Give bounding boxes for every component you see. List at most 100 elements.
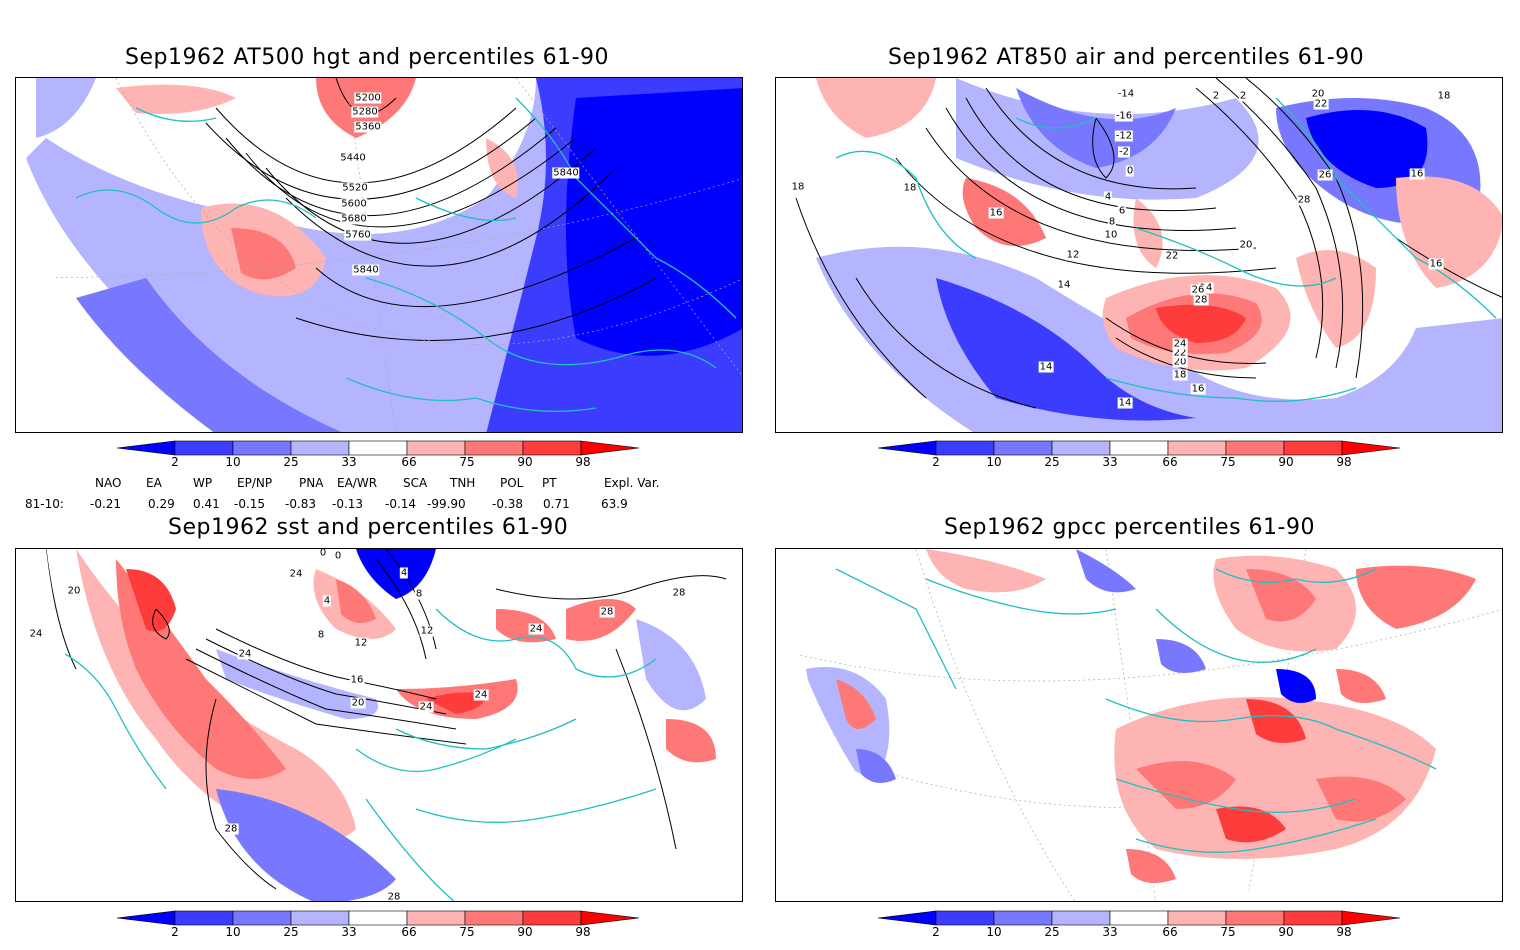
map-panel-sst: 0 0 4 8 12 16 20 24 24 24 24 28 28 12 20…: [15, 548, 743, 902]
contour-label: 5680: [340, 213, 368, 225]
colorbar-swatch: [348, 910, 408, 926]
contour-label: 20: [66, 585, 82, 597]
colorbar-tick-label: 75: [1220, 925, 1236, 939]
colorbar-swatch: [1341, 910, 1401, 926]
colorbar-swatch: [877, 910, 937, 926]
contour-label: 5600: [340, 198, 368, 210]
index-value: -99.90: [427, 497, 466, 511]
index-header: NAO: [95, 476, 122, 490]
colorbar-tick-label: 98: [1336, 925, 1352, 939]
colorbar-tick-label: 66: [1162, 455, 1178, 469]
colorbar-swatch: [1109, 440, 1169, 456]
colorbar-tick-label: 10: [225, 925, 241, 939]
map-air-graphic: [776, 78, 1502, 432]
contour-label: 4: [399, 567, 409, 579]
colorbar-swatch: [232, 910, 292, 926]
contour-label: 14: [1038, 361, 1054, 373]
contour-label: 26: [1190, 284, 1206, 296]
contour-label: 5840: [552, 167, 580, 179]
contour-label: 18: [1436, 90, 1452, 102]
index-header: Expl. Var.: [604, 476, 660, 490]
contour-label: 4: [322, 595, 332, 607]
colorbar-tick-label: 66: [401, 925, 417, 939]
index-value: -0.21: [90, 497, 122, 511]
contour-label: 12: [353, 637, 369, 649]
contour-label: 22: [1172, 347, 1188, 359]
colorbar-tick-label: 33: [341, 925, 357, 939]
contour-label: 28: [386, 891, 402, 902]
colorbar-swatch: [1283, 440, 1343, 456]
colorbar-tick-label: 25: [1044, 455, 1060, 469]
map-panel-air: -14 -16 -12 -2 0 2 4 6 8 10 12 14 16 18 …: [775, 77, 1503, 433]
colorbar-tick-label: 25: [283, 925, 299, 939]
colorbar-tick-label: 90: [1278, 455, 1294, 469]
contour-label: 24: [418, 701, 434, 713]
contour-label: 16: [1409, 168, 1425, 180]
contour-label: -16: [1114, 110, 1134, 122]
contour-label: 5280: [351, 106, 379, 118]
colorbar-tick-label: 75: [459, 455, 475, 469]
contour-label: -2: [1118, 146, 1130, 158]
colorbar-tick-label: 90: [1278, 925, 1294, 939]
colorbar-swatches: [877, 910, 1401, 926]
index-value: -0.15: [234, 497, 266, 511]
colorbar-swatch: [1109, 910, 1169, 926]
contour-label: 14: [1117, 397, 1133, 409]
contour-label: 24: [288, 568, 304, 580]
contour-label: 5760: [344, 229, 372, 241]
contour-label: 16: [988, 207, 1004, 219]
colorbar-tick-label: 98: [575, 455, 591, 469]
colorbar-swatch: [993, 440, 1053, 456]
contour-label: 14: [1056, 279, 1072, 291]
contour-label: 8: [1107, 216, 1117, 228]
contour-label: 20: [1238, 239, 1254, 251]
contour-label: 26: [1317, 169, 1333, 181]
index-value: 63.9: [601, 497, 628, 511]
contour-label: 12: [419, 625, 435, 637]
colorbar-swatch: [935, 440, 995, 456]
colorbar-tick-label: 33: [1102, 455, 1118, 469]
contour-label: 4: [1103, 191, 1113, 203]
panel-title-hgt: Sep1962 AT500 hgt and percentiles 61-90: [125, 45, 610, 70]
colorbar-tick-label: 10: [225, 455, 241, 469]
colorbar-tick-label: 90: [517, 455, 533, 469]
colorbar-swatch: [522, 440, 582, 456]
map-panel-hgt: 5200 5280 5360 5440 5520 5600 5680 5760 …: [15, 77, 743, 433]
panel-title-sst: Sep1962 sst and percentiles 61-90: [168, 515, 569, 540]
colorbar-swatch: [1051, 440, 1111, 456]
contour-label: 5200: [354, 92, 382, 104]
index-header: EA/WR: [337, 476, 378, 490]
colorbar-tick-label: 25: [283, 455, 299, 469]
colorbar-tick-label: 10: [986, 455, 1002, 469]
contour-label: 16: [1428, 258, 1444, 270]
contour-label: 10: [1103, 229, 1119, 241]
colorbar-swatch: [406, 910, 466, 926]
colorbar-swatch: [877, 440, 937, 456]
colorbar-swatch: [464, 910, 524, 926]
colorbar-swatch: [1051, 910, 1111, 926]
contour-label: 0: [1125, 165, 1135, 177]
colorbar-hgt: 2 10 25 33 66 75 90 98: [115, 440, 645, 480]
contour-label: 22: [1164, 250, 1180, 262]
contour-label: 5360: [354, 121, 382, 133]
colorbar-sst: 2 10 25 33 66 75 90 98: [115, 910, 645, 950]
contour-label: 28: [1193, 294, 1209, 306]
colorbar-swatch: [1167, 440, 1227, 456]
contour-label: 24: [1198, 282, 1214, 294]
colorbar-swatches: [877, 440, 1401, 456]
index-header: WP: [193, 476, 213, 490]
colorbar-swatch: [580, 910, 640, 926]
contour-label: 12: [1065, 249, 1081, 261]
contour-label: 6: [1117, 205, 1127, 217]
contour-label: 0: [318, 548, 328, 559]
colorbar-swatch: [580, 440, 640, 456]
index-value: -0.38: [492, 497, 524, 511]
colorbar-swatch: [116, 440, 176, 456]
colorbar-swatch: [232, 440, 292, 456]
contour-label: 28: [1296, 194, 1312, 206]
panel-title-air: Sep1962 AT850 air and percentiles 61-90: [888, 45, 1365, 70]
index-header: PNA: [299, 476, 324, 490]
contour-label: 28: [223, 823, 239, 835]
index-header: SCA: [403, 476, 428, 490]
colorbar-air: 2 10 25 33 66 75 90 98: [876, 440, 1406, 480]
